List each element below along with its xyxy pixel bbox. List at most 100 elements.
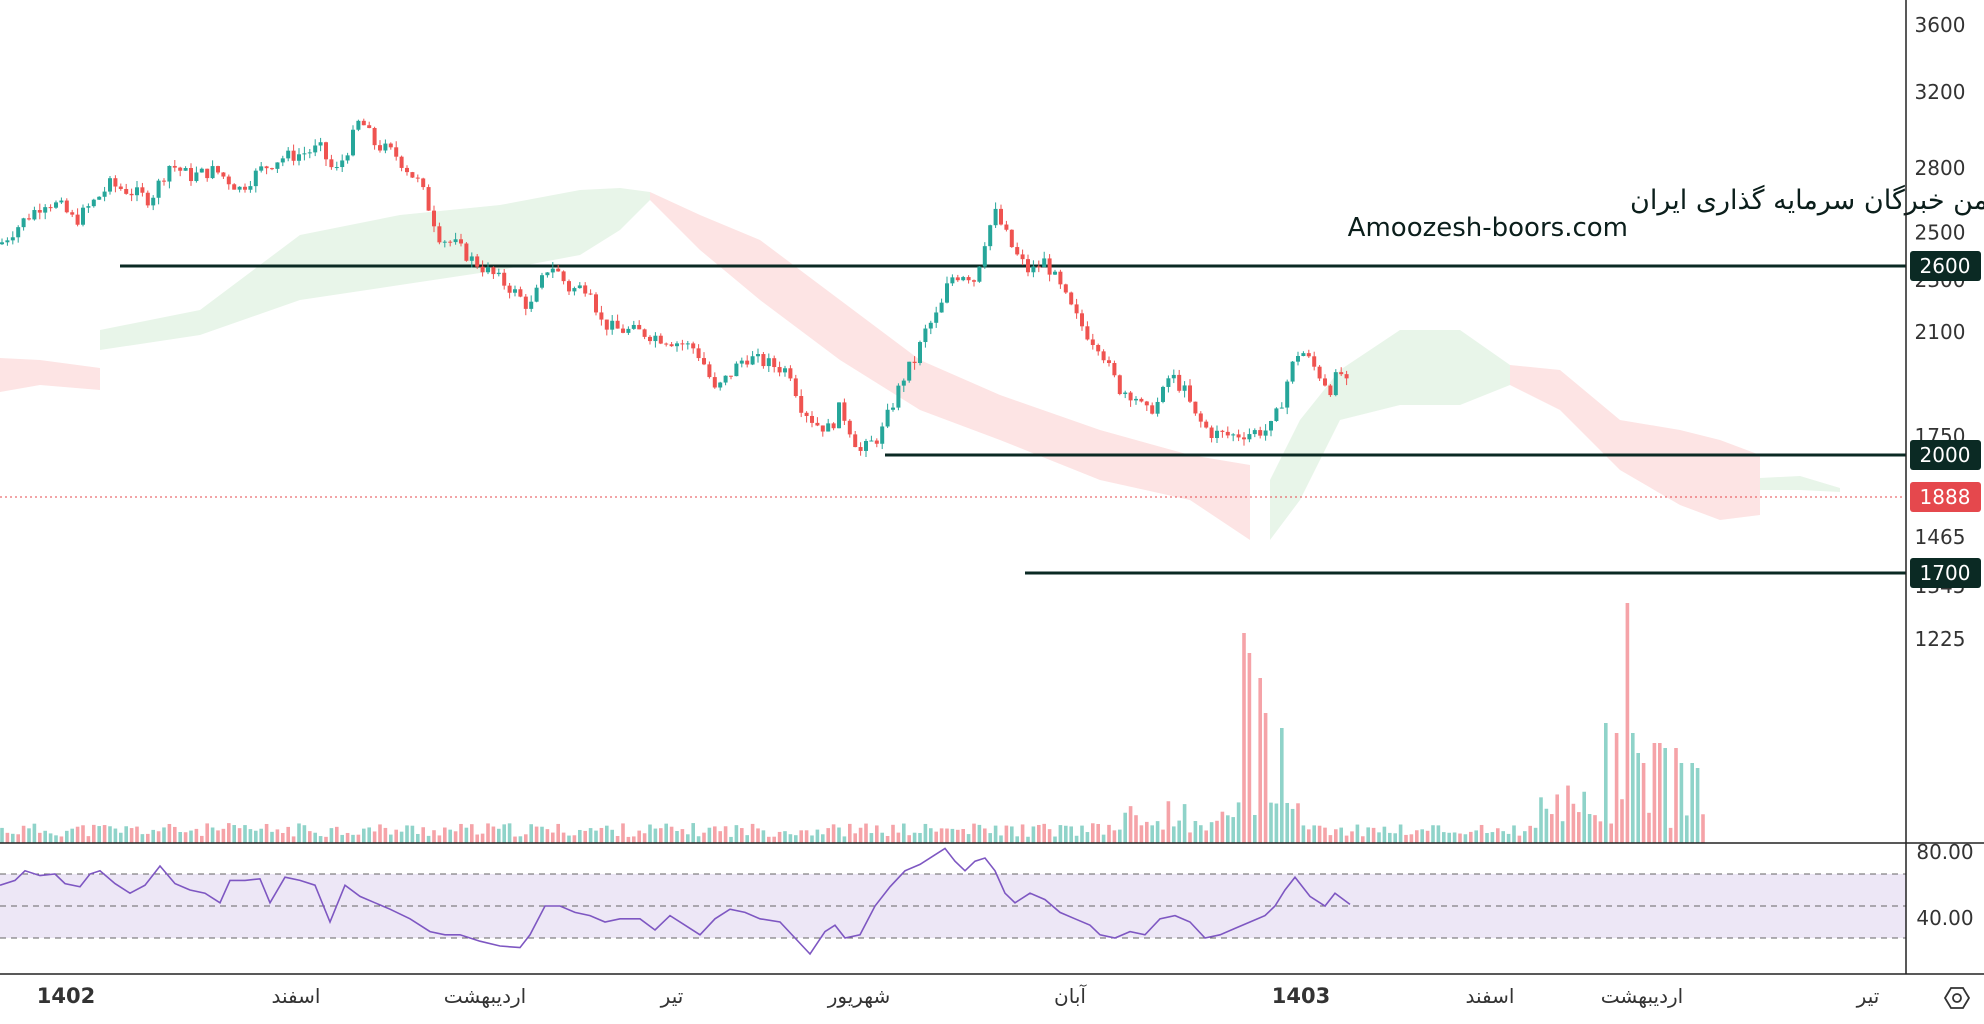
- candle: [718, 381, 723, 391]
- candle: [5, 237, 10, 246]
- volume-bar: [81, 825, 85, 843]
- candle-body: [37, 210, 42, 213]
- volume-bar: [1614, 733, 1619, 843]
- volume-bar: [1080, 825, 1084, 843]
- price-axis[interactable]: 3600320028002500230021001750159014651345…: [1915, 13, 1966, 651]
- volume-bar: [340, 834, 344, 843]
- candle-body: [945, 283, 949, 303]
- candle: [810, 411, 814, 428]
- time-tick-label: شهریور: [827, 984, 891, 1008]
- volume-bar: [1377, 832, 1381, 843]
- volume-bar: [1020, 824, 1025, 843]
- volume-bar: [869, 833, 874, 843]
- time-tick-label: تیر: [660, 984, 684, 1008]
- candle-body: [637, 324, 642, 330]
- volume-bar: [702, 832, 706, 843]
- volume-bar: [38, 832, 42, 843]
- candle: [572, 286, 577, 296]
- level-badge-label: 1700: [1920, 561, 1971, 585]
- candle-body: [691, 343, 696, 349]
- volume-bar: [286, 826, 290, 843]
- volume-bar: [977, 824, 982, 843]
- settings-hexagon-icon: [1943, 987, 1971, 1009]
- volume-bar: [1658, 743, 1662, 843]
- candle: [54, 200, 58, 209]
- candle: [988, 224, 993, 251]
- candle-body: [1317, 366, 1322, 379]
- candle-body: [394, 147, 399, 157]
- candle: [286, 147, 291, 162]
- volume-bar: [54, 835, 58, 843]
- candle: [329, 154, 334, 170]
- rsi-axis[interactable]: 80.00 40.00: [1916, 840, 1973, 930]
- candle: [1242, 432, 1246, 446]
- cloud-bull-segment: [1760, 476, 1840, 492]
- candle: [1020, 249, 1025, 266]
- candle: [1009, 229, 1014, 248]
- volume-bar: [426, 835, 431, 843]
- settings-button[interactable]: [1943, 987, 1971, 1009]
- candle-body: [1150, 405, 1155, 414]
- price-tick-label: 1465: [1915, 525, 1966, 549]
- candle: [799, 389, 804, 418]
- candle: [912, 356, 917, 370]
- candle-body: [48, 207, 53, 209]
- volume-bar: [615, 836, 620, 843]
- candle-body: [842, 402, 847, 421]
- candle: [702, 352, 706, 366]
- candle-body: [793, 378, 798, 397]
- candle-body: [91, 199, 96, 207]
- candle: [712, 372, 717, 389]
- candle-body: [1107, 360, 1111, 364]
- volume-bar: [675, 831, 679, 843]
- horizontal-levels[interactable]: [120, 264, 1906, 575]
- candle: [1150, 402, 1155, 415]
- volume-bar: [848, 823, 852, 843]
- volume-bar: [713, 826, 717, 843]
- volume-bar: [48, 833, 53, 843]
- volume-bar: [648, 824, 652, 843]
- volume-bar: [16, 834, 20, 843]
- volume-bar: [1685, 815, 1689, 843]
- volume-bar: [183, 832, 188, 843]
- candle: [280, 155, 285, 167]
- candle: [178, 166, 183, 177]
- time-tick-label: 1402: [37, 984, 95, 1008]
- candle: [345, 152, 350, 164]
- candle-body: [907, 361, 912, 381]
- candle: [1042, 251, 1047, 268]
- candle-body: [772, 358, 777, 368]
- candle-body: [124, 188, 129, 194]
- candle-body: [939, 302, 944, 313]
- level-badge-label: 2000: [1920, 443, 1971, 467]
- candle-body: [615, 320, 620, 329]
- volume-bar: [313, 832, 317, 843]
- candle-body: [891, 407, 895, 410]
- volume-bar: [162, 827, 166, 843]
- candle-body: [297, 154, 301, 161]
- candle: [1036, 260, 1041, 273]
- candle-body: [464, 243, 469, 261]
- candle-body: [1053, 271, 1057, 275]
- candle-body: [799, 396, 804, 413]
- candle: [448, 240, 453, 247]
- candle-body: [340, 160, 345, 168]
- candle-body: [151, 197, 156, 206]
- candle-body: [43, 207, 48, 213]
- candle: [950, 274, 955, 286]
- candle: [874, 438, 879, 448]
- candle: [729, 375, 733, 380]
- candle: [108, 175, 112, 195]
- time-axis[interactable]: 1402 اسفند اردیبهشت تیر شهریور آبان 1403 اسفند ا…: [37, 983, 1880, 1008]
- volume-bar: [151, 829, 155, 843]
- volume-bar: [804, 830, 809, 843]
- volume-bar: [1479, 824, 1484, 843]
- candle-body: [1193, 401, 1198, 414]
- volume-bar: [1652, 743, 1657, 843]
- candle: [318, 137, 323, 152]
- level-badges: 2600 2000 1700 1888: [1910, 251, 1981, 588]
- candle: [399, 155, 404, 172]
- volume-bar: [680, 829, 685, 843]
